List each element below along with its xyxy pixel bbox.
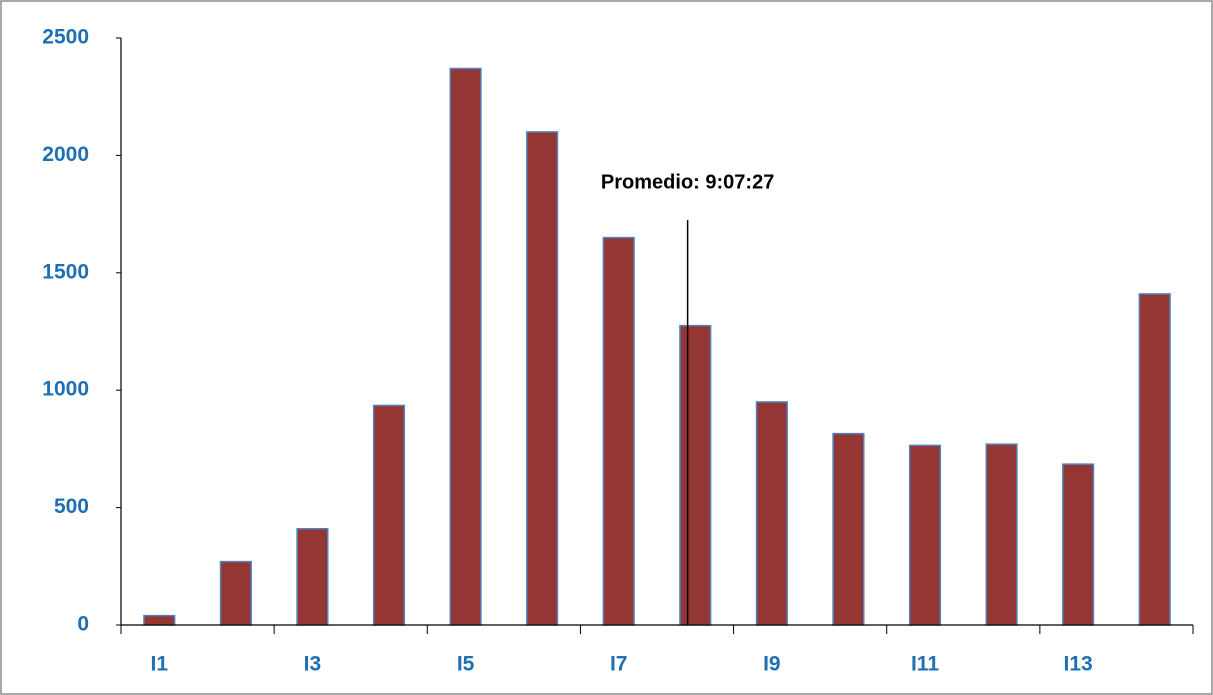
y-tick-label: 2500 (42, 26, 89, 49)
bar (449, 67, 482, 626)
bar (372, 404, 406, 626)
bar (1138, 293, 1171, 626)
bar (526, 131, 559, 626)
bar (832, 432, 865, 626)
x-tick-label: I11 (911, 653, 939, 676)
x-tick-label: I5 (457, 653, 475, 676)
x-tick-label: I3 (304, 653, 322, 676)
y-tick-label: 2000 (42, 143, 89, 166)
bar (296, 527, 329, 626)
bar (219, 560, 252, 626)
x-tick-label: I1 (151, 653, 169, 676)
bar (1062, 463, 1095, 626)
bar (985, 443, 1018, 626)
bar (143, 614, 176, 626)
bar (755, 401, 788, 626)
x-tick-label: I9 (763, 653, 781, 676)
bar (679, 324, 712, 626)
y-tick-label: 1500 (42, 260, 89, 283)
x-tick-label: I7 (610, 653, 628, 676)
y-tick-label: 0 (77, 613, 89, 636)
y-tick-label: 1000 (42, 378, 89, 401)
annotation: Promedio: 9:07:27 (601, 171, 774, 193)
y-tick-label: 500 (54, 495, 89, 518)
x-tick-label: I13 (1064, 653, 1093, 676)
bar (602, 236, 635, 626)
bar (908, 444, 942, 626)
